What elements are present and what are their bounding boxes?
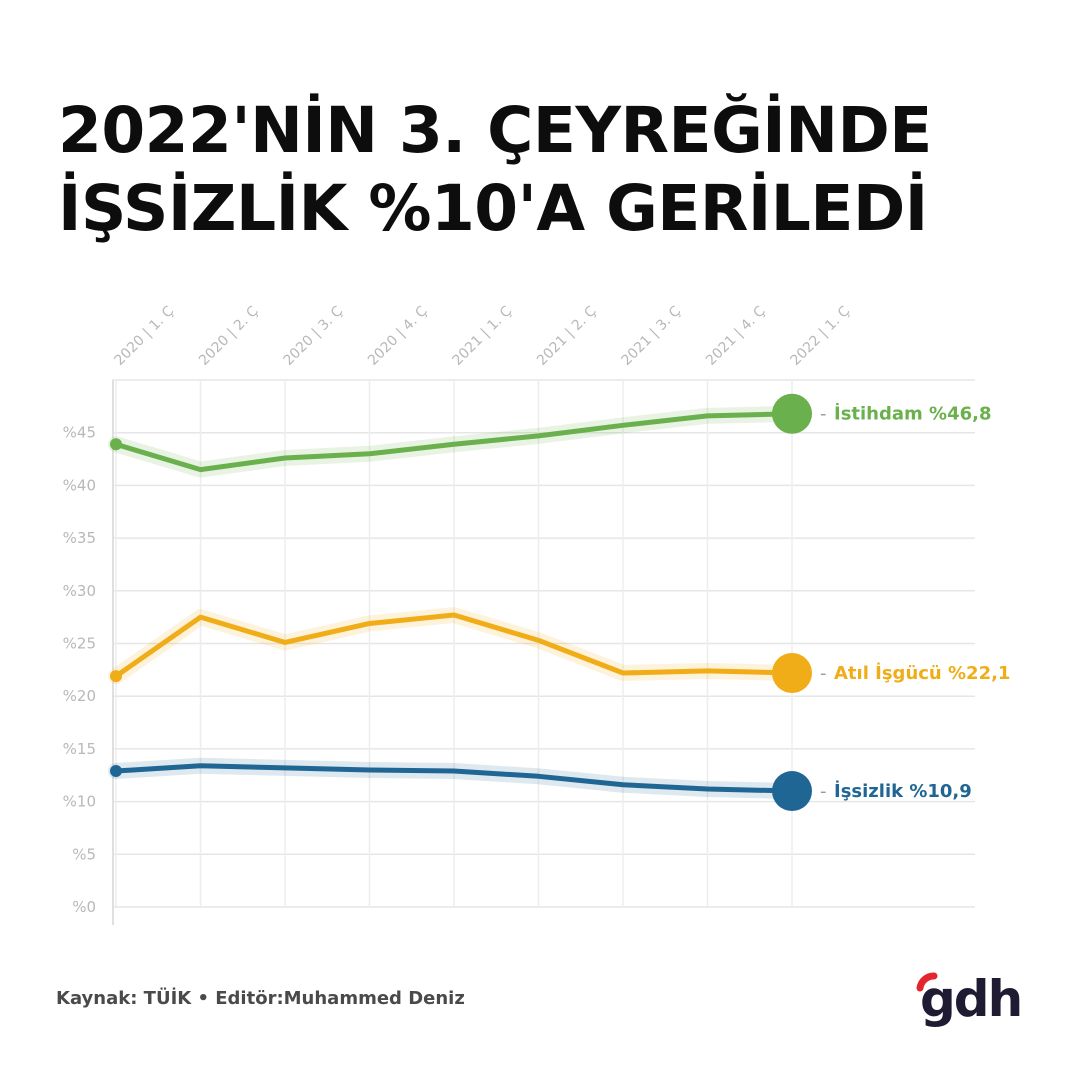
title-line-1: 2022'NİN 3. ÇEYREĞİNDE (58, 94, 932, 167)
source-credit: Kaynak: TÜİK • Editör:Muhammed Deniz (56, 988, 465, 1009)
series-end-label: İstihdam %46,8 (834, 403, 992, 425)
x-tick-label: 2021 | 1. Ç (450, 303, 516, 369)
y-axis-ticks: %0 %5 %10 %15 %20 %25 %30 %35 %40 %45 (63, 424, 96, 916)
y-tick-label: %35 (63, 529, 96, 547)
page-title: 2022'NİN 3. ÇEYREĞİNDE İŞSİZLİK %10'A GE… (58, 92, 1048, 248)
series-layer: - İstihdam %46,8- Atıl İşgücü %22,1- İşsizl… (108, 393, 1010, 812)
x-tick-label: 2021 | 3. Ç (619, 303, 685, 369)
series-end-point (772, 653, 812, 694)
y-tick-label: %45 (63, 424, 96, 442)
x-tick-label: 2021 | 2. Ç (534, 303, 600, 369)
logo-wordmark: gdh (920, 970, 1021, 1028)
y-tick-label: %5 (72, 845, 96, 863)
y-tick-label: %30 (63, 582, 96, 600)
series-line (113, 612, 795, 679)
y-tick-label: %40 (63, 476, 96, 494)
series-end-point (772, 393, 812, 434)
logo-accent-mark (916, 972, 938, 992)
series-end-label: İşsizlik %10,9 (834, 780, 972, 802)
x-tick-label: 2021 | 4. Ç (703, 303, 769, 369)
series-label-dash: - (820, 781, 827, 802)
y-tick-label: %0 (72, 898, 96, 916)
title-line-2: İŞSİZLİK %10'A GERİLEDİ (58, 172, 928, 245)
series-label-dash: - (820, 404, 827, 425)
series-end-label: Atıl İşgücü %22,1 (834, 662, 1010, 684)
series-label-dash: - (820, 663, 827, 684)
x-tick-label: 2020 | 4. Ç (365, 303, 431, 369)
y-tick-label: %20 (63, 687, 96, 705)
gdh-logo: gdh (916, 970, 1023, 1028)
series-line (113, 763, 795, 794)
y-tick-label: %15 (63, 740, 96, 758)
x-tick-label: 2020 | 2. Ç (196, 303, 262, 369)
x-tick-label: 2020 | 1. Ç (112, 303, 178, 369)
y-tick-label: %10 (63, 793, 96, 811)
series-line (113, 411, 795, 473)
series-start-point (110, 765, 122, 778)
series-end-point (772, 771, 812, 812)
x-tick-label: 2022 | 1. Ç (788, 303, 854, 369)
series-start-point (110, 438, 122, 451)
x-axis-ticks: 2020 | 1. Ç 2020 | 2. Ç 2020 | 3. Ç 2020 | … (112, 303, 854, 369)
y-tick-label: %25 (63, 635, 96, 653)
x-tick-label: 2020 | 3. Ç (281, 303, 347, 369)
series-start-point (110, 670, 122, 683)
